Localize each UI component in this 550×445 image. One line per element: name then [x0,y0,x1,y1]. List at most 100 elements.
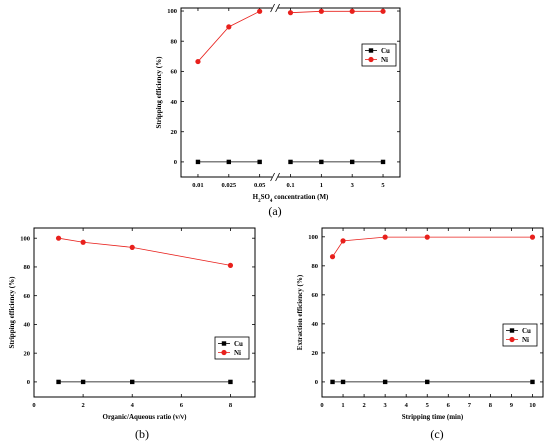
data-point-ni [129,244,135,251]
series-line-ni [290,10,384,14]
axis-break-mark [270,3,275,13]
y-tick-label: 40 [312,321,319,328]
legend-label-ni: Ni [234,349,241,357]
data-point-cu [330,379,335,385]
x-tick-label: 5 [426,402,430,409]
data-point-ni [80,239,86,245]
data-point-ni [424,234,430,240]
chart-panel-2: 0 20 40 60 80 100 0 1 2 3 4 5 6 7 8 9 10 Stripping time (… [296,227,544,441]
y-tick-label: 20 [312,350,319,357]
data-point-cu [530,379,535,385]
axis-break-gap [272,173,279,181]
y-tick-label: 100 [167,8,177,15]
x-axis-label: Organic/Aqueous ratio (v/v) [103,413,188,421]
data-point-cu [382,379,388,385]
y-tick-label: 20 [24,350,31,357]
data-point-ni [382,234,388,240]
axis-break-gap [272,4,279,12]
x-tick-label: 8 [229,402,233,409]
x-tick-label: 0.025 [221,182,236,189]
chart-panel-1: 0 20 40 60 80 100 0 2 4 6 8 Organic/Aqueous ratio (… [8,227,256,441]
legend-label-ni: Ni [522,336,529,344]
plot-frame [180,7,401,178]
data-point-cu [80,379,86,385]
x-axis-label-part: H [253,193,259,201]
y-tick-label: 80 [171,38,178,45]
x-axis-label-part: SO [261,193,271,201]
y-axis-label: Stripping efficiency (%) [8,276,16,349]
panel-caption: (a) [268,204,281,218]
x-axis-label: Stripping time (min) [402,413,464,421]
data-point-cu [257,159,262,165]
y-tick-label: 60 [24,293,31,300]
chart-panel-0: 0 20 40 60 80 100 0.01 0.025 0.05 0.1 1 3 5 H2SO4 con… [155,3,401,218]
panel-caption: (b) [135,427,149,441]
legend-marker-ni [509,336,515,343]
x-tick-label: 5 [381,182,385,189]
legend-box [502,323,538,347]
x-tick-label: 6 [447,402,451,409]
data-point-cu [349,159,355,165]
y-tick-label: 80 [24,264,31,271]
legend-label-cu: Cu [522,327,531,335]
series-line-ni [58,237,231,266]
plot-frame [33,227,256,398]
x-axis-label-subscript: 4 [270,199,273,204]
series-line-ni [332,236,533,257]
panel-caption: (c) [430,427,443,441]
plot-frame [321,227,544,398]
y-tick-label: 60 [171,69,178,76]
data-point-ni [257,8,263,14]
x-tick-label: 2 [81,402,84,409]
data-point-ni [55,235,62,241]
x-tick-label: 6 [180,402,184,409]
x-tick-label: 10 [529,402,536,409]
data-point-cu [340,379,346,385]
y-tick-label: 80 [312,263,319,270]
y-axis-label: Extraction efficiency (%) [296,274,304,350]
data-point-ni [318,8,324,14]
y-tick-label: 60 [312,292,319,299]
y-tick-label: 20 [171,129,178,136]
y-tick-label: 100 [308,234,318,241]
data-point-ni [329,254,336,260]
data-point-cu [195,159,201,165]
y-axis-label: Stripping efficiency (%) [155,56,163,129]
legend-marker-ni [221,349,227,356]
y-tick-label: 0 [315,379,318,386]
x-axis-label-subscript: 2 [258,199,261,204]
data-point-ni [340,238,346,244]
axis-break-mark [270,172,275,182]
legend-marker-cu [221,341,227,346]
data-point-cu [228,379,233,385]
data-point-ni [195,58,201,65]
legend-label-cu: Cu [381,47,390,55]
x-tick-label: 3 [384,402,388,409]
data-point-cu [380,159,386,165]
legend-marker-cu [509,328,515,333]
x-tick-label: 4 [131,402,135,409]
data-point-ni [349,8,355,14]
data-point-cu [56,379,61,385]
y-tick-label: 100 [20,235,30,242]
legend-marker-ni [368,56,374,63]
axis-break-mark [275,3,280,13]
data-point-cu [226,159,232,165]
x-tick-label: 0 [32,402,35,409]
x-tick-label: 9 [510,402,514,409]
data-point-ni [226,24,232,30]
x-tick-label: 0.05 [254,182,266,189]
legend-box [361,43,397,67]
legend-box [214,336,250,360]
data-point-ni [287,10,294,16]
y-tick-label: 40 [24,322,31,329]
data-point-cu [425,379,430,385]
x-axis-label: H2SO4 concentration (M) [253,193,329,204]
data-point-ni [529,234,536,240]
series-line-ni [197,10,260,62]
data-point-cu [130,379,135,385]
x-tick-label: 1 [320,182,323,189]
